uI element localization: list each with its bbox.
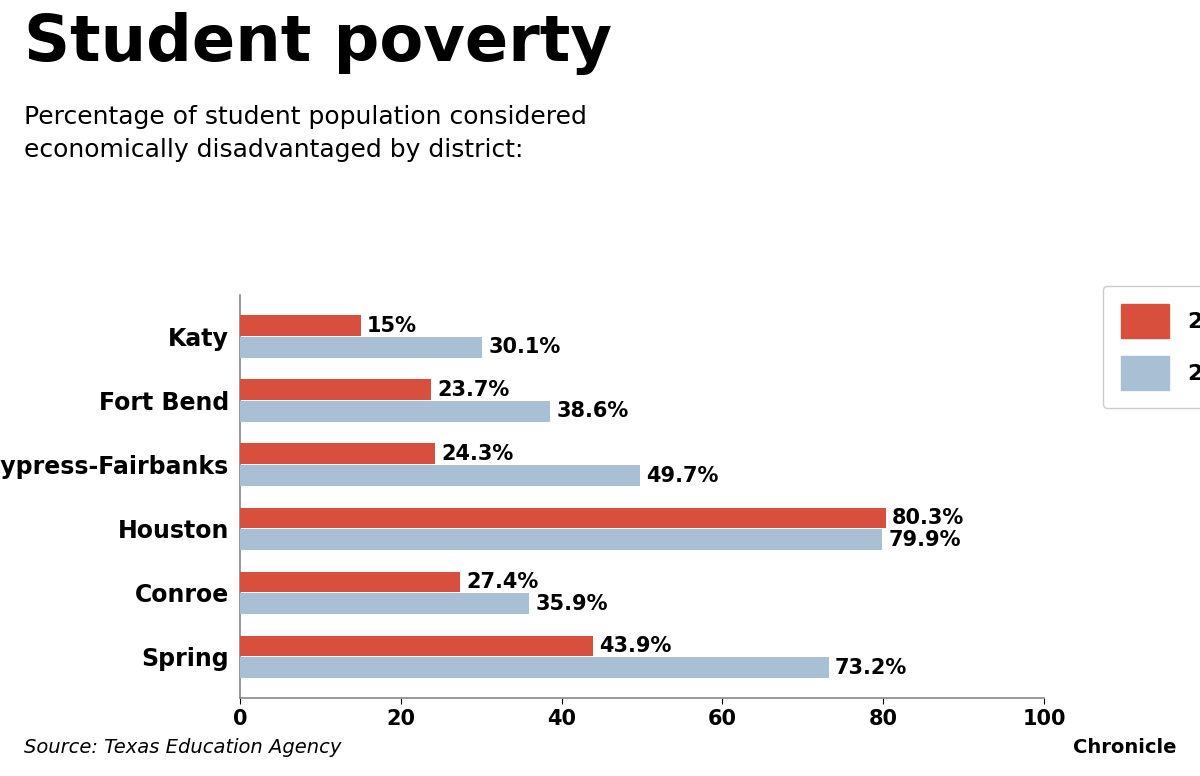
Text: 79.9%: 79.9% xyxy=(889,529,961,549)
Bar xyxy=(240,443,436,464)
Text: 24.3%: 24.3% xyxy=(442,444,514,464)
Text: 27.4%: 27.4% xyxy=(467,572,539,592)
Text: Chronicle: Chronicle xyxy=(1073,738,1176,757)
Bar xyxy=(240,657,828,678)
Text: 30.1%: 30.1% xyxy=(488,338,560,358)
Text: 80.3%: 80.3% xyxy=(892,508,965,528)
Text: Source: Texas Education Agency: Source: Texas Education Agency xyxy=(24,738,341,757)
Text: 38.6%: 38.6% xyxy=(557,401,629,421)
Text: 35.9%: 35.9% xyxy=(535,594,607,614)
Bar xyxy=(240,315,361,336)
Text: 49.7%: 49.7% xyxy=(646,466,719,486)
Bar xyxy=(240,337,482,358)
Bar xyxy=(240,508,886,528)
Bar xyxy=(240,379,431,400)
Legend: 2002-2003, 2012-2013: 2002-2003, 2012-2013 xyxy=(1103,286,1200,408)
Text: 43.9%: 43.9% xyxy=(599,636,672,656)
Bar xyxy=(240,401,551,421)
Bar xyxy=(240,594,529,614)
Bar xyxy=(240,529,882,550)
Text: 73.2%: 73.2% xyxy=(835,657,907,677)
Text: 15%: 15% xyxy=(367,316,418,336)
Text: 23.7%: 23.7% xyxy=(437,379,509,400)
Text: Student poverty: Student poverty xyxy=(24,12,612,74)
Bar xyxy=(240,636,593,656)
Bar xyxy=(240,466,640,486)
Bar xyxy=(240,572,461,592)
Text: Percentage of student population considered
economically disadvantaged by distri: Percentage of student population conside… xyxy=(24,105,587,162)
